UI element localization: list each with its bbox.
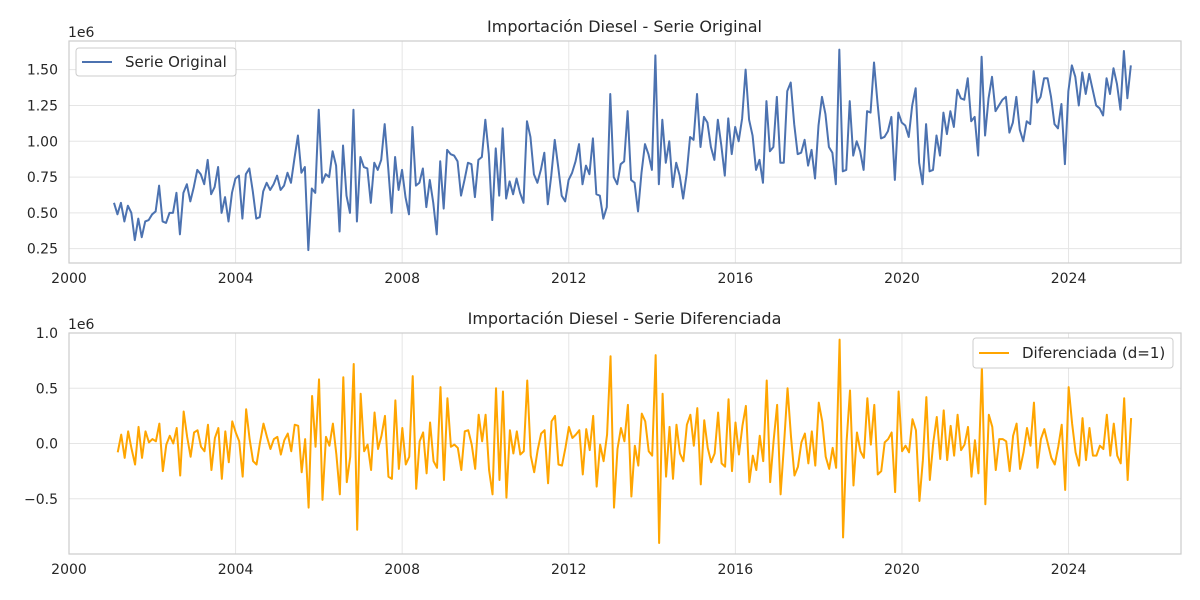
bot-x-tick-label: 2012 — [551, 562, 587, 578]
bot-y-tick-label: 0.5 — [36, 381, 58, 397]
bottom-chart-title: Importación Diesel - Serie Diferenciada — [468, 309, 782, 328]
bottom-plot-frame — [68, 332, 1182, 555]
top-y-tick-label: 0.25 — [27, 242, 58, 258]
top-y-tick-label: 1.25 — [27, 98, 58, 114]
chart-top: Importación Diesel - Serie Original 1e6 … — [27, 17, 1182, 287]
top-y-tick-label: 0.50 — [27, 206, 58, 222]
top-x-tick-label: 2008 — [384, 271, 420, 287]
top-x-tick-label: 2024 — [1051, 271, 1087, 287]
bot-x-tick-label: 2024 — [1051, 562, 1087, 578]
top-x-tick-label: 2012 — [551, 271, 587, 287]
top-y-offset-label: 1e6 — [68, 25, 95, 41]
bottom-y-offset-label: 1e6 — [68, 317, 95, 333]
chart-bottom: Importación Diesel - Serie Diferenciada … — [24, 309, 1182, 578]
bot-y-tick-label: 1.0 — [36, 326, 58, 342]
bottom-legend-box — [972, 337, 1174, 369]
bottom-legend: Diferenciada (d=1) — [972, 337, 1174, 369]
bottom-series-line — [116, 338, 1133, 544]
bottom-x-ticks: 2000 2004 2008 2012 2016 2020 2024 — [51, 562, 1086, 578]
bot-y-tick-label: −0.5 — [24, 492, 58, 508]
bottom-legend-label: Diferenciada (d=1) — [1022, 344, 1165, 362]
bot-x-tick-label: 2004 — [218, 562, 254, 578]
bottom-y-ticks: −0.5 0.0 0.5 1.0 — [24, 326, 58, 508]
top-x-tick-label: 2004 — [218, 271, 254, 287]
bot-x-tick-label: 2016 — [718, 562, 754, 578]
top-x-tick-label: 2016 — [718, 271, 754, 287]
top-series-line — [113, 48, 1132, 252]
top-legend-box — [75, 47, 237, 77]
top-y-tick-label: 1.00 — [27, 134, 58, 150]
top-x-tick-label: 2000 — [51, 271, 87, 287]
top-y-tick-label: 0.75 — [27, 170, 58, 186]
top-y-ticks: 0.25 0.50 0.75 1.00 1.25 1.50 — [27, 63, 58, 258]
top-legend-label: Serie Original — [125, 53, 227, 71]
top-chart-title: Importación Diesel - Serie Original — [487, 17, 762, 36]
bot-x-tick-label: 2020 — [884, 562, 920, 578]
bot-x-tick-label: 2000 — [51, 562, 87, 578]
top-x-ticks: 2000 2004 2008 2012 2016 2020 2024 — [51, 271, 1086, 287]
top-legend: Serie Original — [75, 47, 237, 77]
bot-y-tick-label: 0.0 — [36, 437, 58, 453]
bot-x-tick-label: 2008 — [384, 562, 420, 578]
top-plot-frame — [68, 40, 1182, 264]
top-y-tick-label: 1.50 — [27, 63, 58, 79]
top-x-tick-label: 2020 — [884, 271, 920, 287]
